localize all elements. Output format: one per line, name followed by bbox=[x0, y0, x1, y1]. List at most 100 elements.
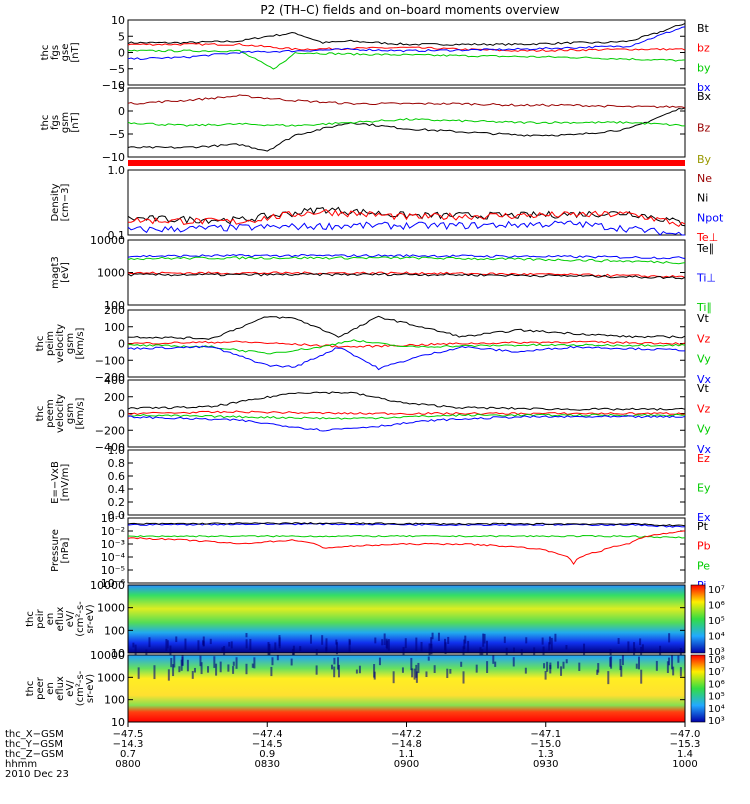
spectrogram-noise bbox=[464, 636, 466, 644]
spectrogram-noise bbox=[513, 648, 515, 653]
spectrogram-noise bbox=[432, 633, 434, 640]
spectrogram-noise bbox=[245, 664, 247, 674]
spectrogram-noise bbox=[554, 634, 556, 642]
y-tick-label: 0.2 bbox=[108, 496, 126, 509]
colorbar-tick-label: 10⁵ bbox=[708, 616, 725, 627]
spectrogram-noise bbox=[562, 662, 564, 669]
legend-entry: by bbox=[697, 61, 711, 74]
panel-frame bbox=[128, 450, 685, 515]
spectrogram-noise bbox=[175, 636, 177, 642]
spectrogram-noise bbox=[333, 667, 335, 678]
spectrogram-noise bbox=[504, 637, 506, 643]
spectrogram-noise bbox=[607, 671, 609, 684]
spectrogram-noise bbox=[356, 670, 358, 674]
legend-entry: By bbox=[697, 153, 712, 166]
y-axis-label: [nT] bbox=[70, 112, 81, 132]
colorbar: 10⁸10⁷10⁶ 10⁵10⁴10³ bbox=[691, 655, 725, 727]
panel-frame bbox=[128, 380, 685, 447]
spectrogram-noise bbox=[668, 658, 670, 666]
spectrogram-noise bbox=[338, 665, 340, 677]
colorbar-tick-label: 10⁶ bbox=[708, 601, 725, 612]
spectrogram-noise bbox=[642, 644, 644, 651]
date-label: 2010 Dec 23 bbox=[5, 769, 69, 780]
x-tick-label: 0900 bbox=[394, 759, 419, 770]
spectrogram-noise bbox=[405, 638, 407, 648]
spectrogram-noise bbox=[557, 661, 559, 668]
panel-fgs_gsm: 5 0 −5 −10 thc fgs gsm [nT] Bx Bz By bbox=[40, 82, 712, 166]
legend-entry: Ne bbox=[697, 172, 712, 185]
spectrogram-noise bbox=[668, 633, 670, 642]
y-tick-label: 10⁻⁴ bbox=[101, 551, 126, 564]
spectrogram-noise bbox=[492, 656, 494, 664]
spectrogram-noise bbox=[197, 640, 199, 650]
legend-entry: Npot bbox=[697, 211, 724, 224]
colorbar-bar bbox=[691, 585, 705, 653]
spectrogram-noise bbox=[148, 637, 150, 647]
x-tick-label: 0930 bbox=[533, 759, 558, 770]
spectrogram-noise bbox=[619, 659, 621, 670]
spectrogram-noise bbox=[609, 657, 611, 667]
panel-peir_spec: 10⁷ 10⁶ 10⁵ 10⁴ 10³ 10000 1000 100 10 thc peir en ef… bbox=[25, 579, 725, 663]
spectrogram-noise bbox=[533, 647, 535, 655]
series-line bbox=[128, 50, 685, 69]
spectrogram-noise bbox=[168, 669, 170, 680]
panel-peim_v: 2001000−100−200thc peim velocity gsm [km/s]V… bbox=[35, 304, 712, 386]
y-tick-label: 1000 bbox=[97, 602, 125, 615]
legend-entry: Ey bbox=[697, 482, 711, 495]
spectrogram-noise bbox=[444, 639, 446, 650]
spectrogram-noise bbox=[638, 657, 640, 670]
spectrogram-noise bbox=[165, 639, 167, 651]
colorbar-tick-label: 10⁵ bbox=[708, 692, 725, 703]
spectrogram-noise bbox=[220, 662, 222, 673]
panel-exb: 1.00.80.60.40.20.0E=−VxB [mV/m]EzEyEx bbox=[50, 444, 711, 524]
spectrogram-noise bbox=[178, 666, 180, 672]
y-tick-label: 100 bbox=[104, 694, 125, 707]
legend-entry: bz bbox=[697, 42, 710, 55]
panel-temp: 100001000100magt3 [eV]Te∥Ti⊥Ti∥ bbox=[50, 234, 716, 314]
spectrogram-noise bbox=[639, 638, 641, 645]
spectrogram-noise bbox=[252, 664, 254, 668]
panel-peem_v: 4002000−200−400thc peem velocity gsm [km/s]V… bbox=[35, 374, 712, 456]
spectrogram-noise bbox=[227, 664, 229, 671]
y-tick-label: −5 bbox=[109, 63, 125, 76]
spectrogram-noise bbox=[210, 639, 212, 644]
spectrogram-noise bbox=[192, 671, 194, 679]
spectrogram-noise bbox=[415, 638, 417, 652]
y-tick-label: −100 bbox=[95, 354, 125, 367]
panel-peer_spec: 10⁸10⁷10⁶10⁵10⁴10³10000100010010thc peer e… bbox=[25, 649, 725, 729]
spectrogram-noise bbox=[132, 643, 134, 648]
spectrogram-noise bbox=[381, 639, 383, 645]
spectrogram-noise bbox=[213, 656, 215, 668]
spectrogram-noise bbox=[373, 664, 375, 678]
spectrogram-noise bbox=[482, 634, 484, 647]
legend-entry: Vt bbox=[697, 312, 710, 325]
legend-entry: Pe bbox=[697, 559, 710, 572]
panel-fgs_gse: 10 5 0 −5 −10 thc fgs gse [nT] Bt bz by bx bbox=[40, 14, 711, 94]
spectrogram-noise bbox=[270, 667, 272, 676]
spectrogram-noise bbox=[677, 656, 679, 663]
spectrogram-noise bbox=[627, 641, 629, 652]
colorbar: 10⁷10⁶10⁵10⁴10³ bbox=[691, 585, 725, 658]
panel-frame bbox=[128, 20, 685, 85]
y-tick-label: 10000 bbox=[90, 649, 125, 662]
spectrogram-noise bbox=[447, 637, 449, 644]
y-tick-label: −5 bbox=[109, 128, 125, 141]
colorbar-tick-label: 10⁸ bbox=[708, 655, 725, 666]
y-tick-label: 100 bbox=[104, 321, 125, 334]
spectrogram-noise bbox=[449, 669, 451, 674]
y-tick-label: 10 bbox=[111, 716, 125, 729]
y-tick-label: 5 bbox=[118, 82, 125, 95]
spectrogram-noise bbox=[622, 655, 624, 665]
colorbar-tick-label: 10³ bbox=[708, 716, 725, 727]
y-tick-label: 0.8 bbox=[108, 457, 126, 470]
spectrogram-noise bbox=[640, 670, 642, 684]
spectrogram-noise bbox=[170, 658, 172, 667]
panel-frame bbox=[128, 518, 685, 583]
spectrogram-noise bbox=[221, 647, 223, 651]
legend-entry: Vz bbox=[697, 332, 711, 345]
spectrogram-noise bbox=[551, 638, 553, 650]
colorbar-tick-label: 10⁴ bbox=[708, 632, 725, 643]
spectrogram-noise bbox=[249, 639, 251, 650]
legend-entry: Vy bbox=[697, 423, 711, 436]
